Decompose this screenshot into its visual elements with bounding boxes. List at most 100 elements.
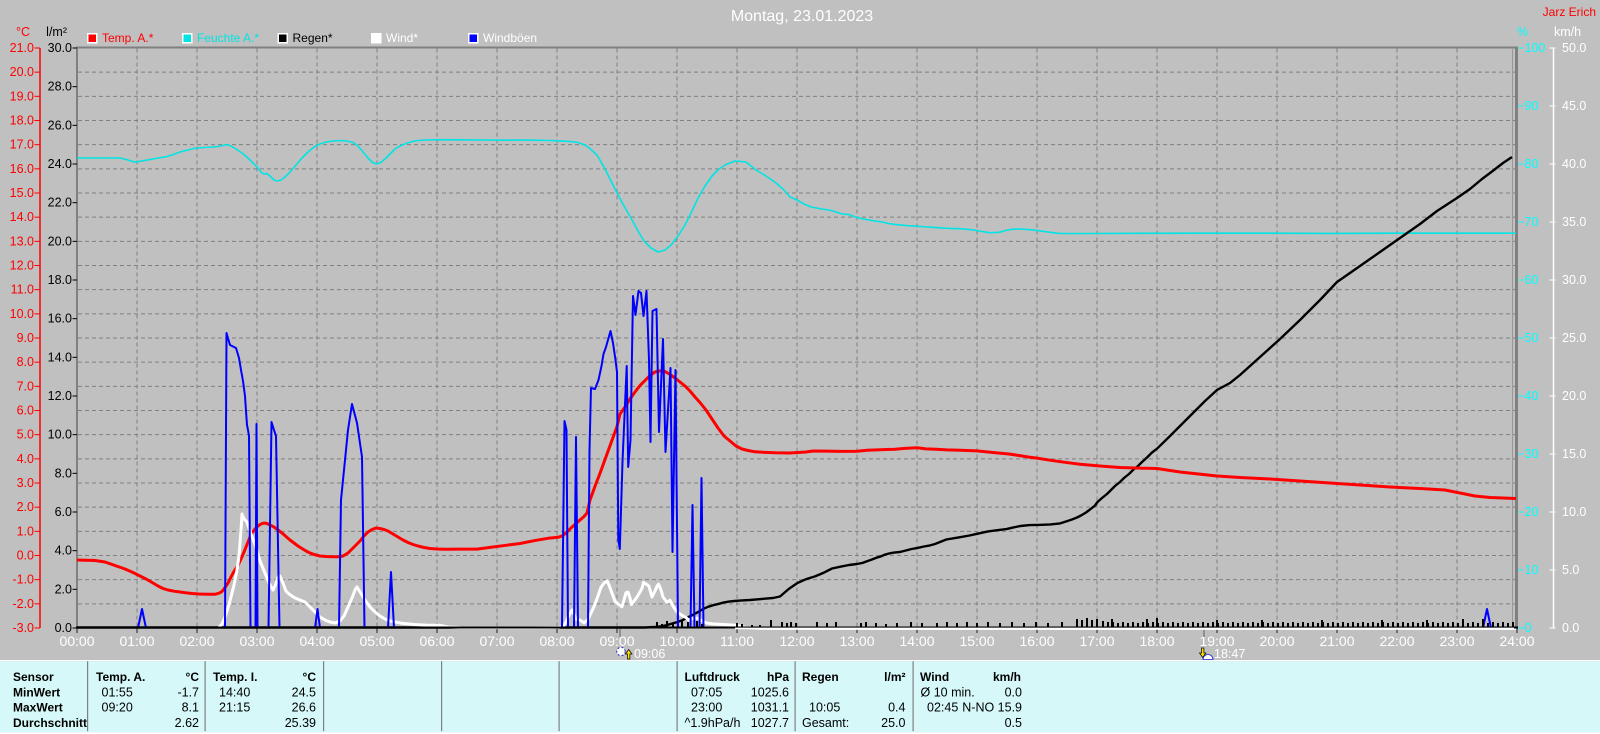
svg-text:0.0: 0.0	[1005, 685, 1022, 699]
svg-text:0.0: 0.0	[55, 621, 72, 635]
svg-text:-2.0: -2.0	[12, 597, 34, 611]
svg-text:l/m²: l/m²	[884, 670, 905, 684]
svg-text:09:06: 09:06	[634, 647, 665, 661]
svg-text:24.0: 24.0	[48, 157, 72, 171]
svg-text:Jarz Erich: Jarz Erich	[1543, 5, 1596, 19]
svg-text:0.0: 0.0	[17, 549, 34, 563]
svg-text:23:00: 23:00	[691, 701, 722, 715]
svg-text:01:55: 01:55	[102, 685, 133, 699]
svg-text:0.5: 0.5	[1005, 716, 1022, 730]
svg-text:7.0: 7.0	[17, 379, 34, 393]
svg-text:MaxWert: MaxWert	[13, 701, 63, 715]
svg-text:12:00: 12:00	[779, 633, 814, 649]
svg-text:Durchschnitt: Durchschnitt	[13, 716, 87, 730]
svg-text:12.0: 12.0	[48, 389, 72, 403]
svg-text:2.62: 2.62	[175, 716, 199, 730]
svg-text:40: 40	[1525, 389, 1539, 403]
svg-text:Temp. A.*: Temp. A.*	[102, 31, 154, 45]
svg-text:45.0: 45.0	[1562, 99, 1586, 113]
svg-text:05:00: 05:00	[359, 633, 394, 649]
svg-text:06:00: 06:00	[419, 633, 454, 649]
svg-text:30.0: 30.0	[48, 41, 72, 55]
svg-text:Wind: Wind	[920, 670, 949, 684]
svg-text:25.0: 25.0	[1562, 331, 1586, 345]
svg-text:16.0: 16.0	[48, 312, 72, 326]
svg-text:60: 60	[1525, 273, 1539, 287]
svg-text:10.0: 10.0	[10, 307, 34, 321]
svg-text:07:05: 07:05	[691, 685, 722, 699]
svg-text:21:15: 21:15	[219, 701, 250, 715]
svg-text:Wind*: Wind*	[386, 31, 418, 45]
svg-text:35.0: 35.0	[1562, 215, 1586, 229]
svg-text:30.0: 30.0	[1562, 273, 1586, 287]
svg-text:25.0: 25.0	[881, 716, 905, 730]
svg-text:2.0: 2.0	[17, 500, 34, 514]
svg-text:4.0: 4.0	[55, 544, 72, 558]
svg-text:22.0: 22.0	[48, 196, 72, 210]
svg-text:14:00: 14:00	[899, 633, 934, 649]
svg-text:14.0: 14.0	[10, 210, 34, 224]
svg-text:°C: °C	[186, 670, 200, 684]
svg-text:-3.0: -3.0	[12, 621, 34, 635]
svg-text:20:00: 20:00	[1259, 633, 1294, 649]
svg-text:22:00: 22:00	[1379, 633, 1414, 649]
svg-text:°C: °C	[303, 670, 317, 684]
svg-text:10.0: 10.0	[48, 428, 72, 442]
svg-text:20.0: 20.0	[48, 234, 72, 248]
svg-text:Regen: Regen	[802, 670, 839, 684]
svg-text:3.0: 3.0	[17, 476, 34, 490]
svg-text:2.0: 2.0	[55, 582, 72, 596]
svg-text:15.0: 15.0	[10, 186, 34, 200]
svg-text:l/m²: l/m²	[46, 25, 67, 39]
svg-text:02:00: 02:00	[179, 633, 214, 649]
svg-text:MinWert: MinWert	[13, 685, 60, 699]
svg-text:Temp. A.: Temp. A.	[96, 670, 145, 684]
svg-text:Ø 10 min.: Ø 10 min.	[921, 685, 975, 699]
svg-text:9.0: 9.0	[17, 331, 34, 345]
svg-text:01:00: 01:00	[119, 633, 154, 649]
svg-text:100: 100	[1525, 41, 1546, 55]
svg-text:15:00: 15:00	[959, 633, 994, 649]
svg-text:Regen*: Regen*	[293, 31, 333, 45]
svg-text:08:00: 08:00	[539, 633, 574, 649]
svg-text:4.0: 4.0	[17, 452, 34, 466]
svg-text:km/h: km/h	[993, 670, 1021, 684]
svg-text:0.4: 0.4	[888, 701, 905, 715]
svg-text:10:00: 10:00	[659, 633, 694, 649]
svg-text:13.0: 13.0	[10, 234, 34, 248]
svg-text:1025.6: 1025.6	[751, 685, 789, 699]
svg-text:17:00: 17:00	[1079, 633, 1114, 649]
svg-text:Temp. I.: Temp. I.	[213, 670, 257, 684]
svg-text:00:00: 00:00	[59, 633, 94, 649]
svg-text:Feuchte A.*: Feuchte A.*	[197, 31, 259, 45]
svg-text:%: %	[1517, 25, 1528, 39]
svg-text:°C: °C	[16, 25, 30, 39]
svg-text:km/h: km/h	[1554, 25, 1581, 39]
svg-text:Montag, 23.01.2023: Montag, 23.01.2023	[731, 8, 873, 25]
svg-text:17.0: 17.0	[10, 138, 34, 152]
svg-text:23:00: 23:00	[1439, 633, 1474, 649]
svg-text:18.0: 18.0	[48, 273, 72, 287]
svg-text:25.39: 25.39	[285, 716, 316, 730]
svg-text:20.0: 20.0	[1562, 389, 1586, 403]
svg-text:5.0: 5.0	[17, 428, 34, 442]
svg-text:13:00: 13:00	[839, 633, 874, 649]
svg-text:1031.1: 1031.1	[751, 701, 789, 715]
svg-text:14.0: 14.0	[48, 350, 72, 364]
svg-text:21:00: 21:00	[1319, 633, 1354, 649]
svg-text:26.6: 26.6	[292, 701, 316, 715]
svg-text:21.0: 21.0	[10, 41, 34, 55]
svg-text:5.0: 5.0	[1562, 563, 1579, 577]
svg-text:11:00: 11:00	[720, 633, 754, 649]
svg-text:Gesamt:: Gesamt:	[802, 716, 849, 730]
svg-text:N-NO 15.9: N-NO 15.9	[962, 701, 1022, 715]
svg-text:20.0: 20.0	[10, 65, 34, 79]
svg-text:09:20: 09:20	[102, 701, 133, 715]
svg-text:19.0: 19.0	[10, 89, 34, 103]
svg-text:hPa: hPa	[767, 670, 789, 684]
svg-text:50.0: 50.0	[1562, 41, 1586, 55]
svg-text:02:45: 02:45	[927, 701, 958, 715]
svg-text:26.0: 26.0	[48, 118, 72, 132]
svg-text:90: 90	[1525, 99, 1539, 113]
svg-text:28.0: 28.0	[48, 80, 72, 94]
